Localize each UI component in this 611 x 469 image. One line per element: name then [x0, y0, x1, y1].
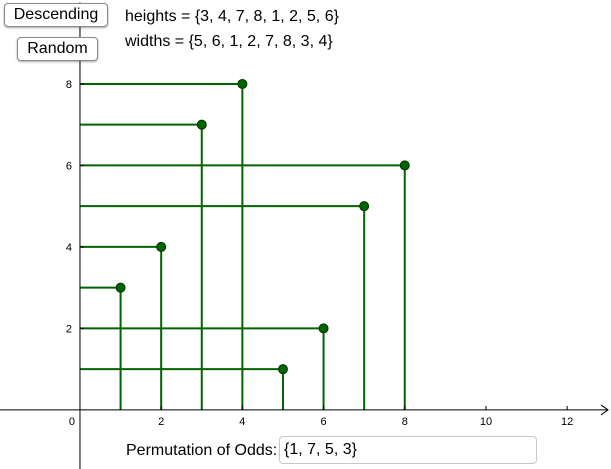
point-layer — [115, 78, 410, 375]
x-tick-label: 4 — [239, 416, 245, 428]
y-tick-label: 8 — [66, 79, 72, 91]
random-button[interactable]: Random — [17, 37, 98, 61]
data-point[interactable] — [196, 119, 207, 130]
data-point[interactable] — [115, 282, 126, 293]
heights-text: heights = {3, 4, 7, 8, 1, 2, 5, 6} — [125, 8, 339, 25]
data-point[interactable] — [277, 364, 288, 375]
widths-text: widths = {5, 6, 1, 2, 7, 8, 3, 4} — [125, 33, 333, 50]
descending-button[interactable]: Descending — [4, 3, 108, 27]
x-tick-label: 2 — [158, 416, 164, 428]
x-tick-label: 8 — [402, 416, 408, 428]
x-tick-label: 12 — [561, 416, 573, 428]
permutation-input[interactable] — [279, 436, 537, 464]
data-point[interactable] — [237, 78, 248, 89]
segment-layer — [79, 82, 406, 410]
y-tick-label: 6 — [66, 160, 72, 172]
data-point[interactable] — [156, 241, 167, 252]
x-tick-label: 0 — [69, 416, 75, 428]
x-tick-label: 6 — [321, 416, 327, 428]
y-tick-label: 2 — [66, 323, 72, 335]
tick-layer: 0 2 4 6 8 10 12 2 4 6 8 — [66, 79, 573, 428]
permutation-label: Permutation of Odds: — [126, 442, 278, 459]
data-point[interactable] — [318, 323, 329, 334]
x-axis-arrow-icon — [600, 404, 609, 416]
x-tick-label: 10 — [480, 416, 492, 428]
data-point[interactable] — [399, 160, 410, 171]
y-tick-label: 4 — [66, 242, 72, 254]
data-point[interactable] — [359, 201, 370, 212]
